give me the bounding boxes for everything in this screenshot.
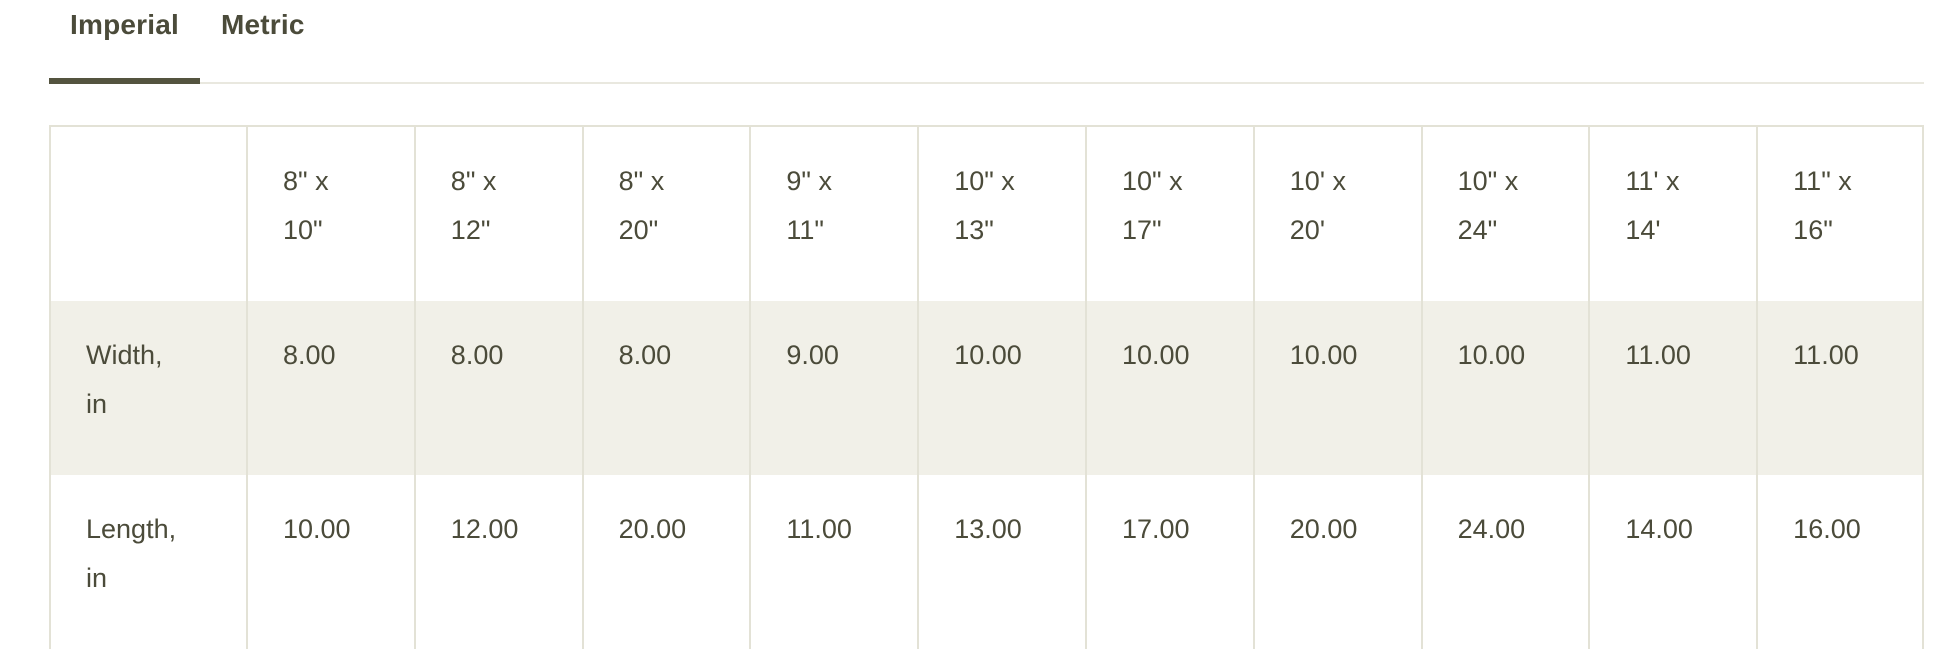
length-row: Length, in 10.00 12.00 20.00 11.00 13.00…: [49, 475, 1924, 649]
cell-value: 11.00: [1793, 340, 1859, 370]
tab-metric-label: Metric: [220, 9, 305, 40]
column-header: 11' x 14': [1588, 127, 1756, 301]
cell-value: 10.00: [283, 514, 351, 544]
cell-value: 20.00: [618, 514, 687, 544]
table-cell: 9.00: [749, 301, 918, 475]
column-header: 8" x 10": [246, 127, 414, 301]
column-header: 11" x 16": [1756, 127, 1924, 301]
column-header-label: 10" x 13": [954, 166, 1015, 245]
cell-value: 13.00: [954, 514, 1022, 544]
column-header-label: 10" x 17": [1121, 166, 1183, 245]
table-cell: 12.00: [413, 475, 582, 649]
table-cell: 10.00: [1084, 301, 1253, 475]
tabs-divider: [49, 82, 1924, 84]
cell-value: 9.00: [786, 340, 839, 370]
tab-imperial-label: Imperial: [70, 9, 179, 40]
cell-value: 10.00: [1457, 340, 1526, 370]
column-header-label: 8" x 12": [450, 166, 497, 245]
table-cell: 8.00: [581, 301, 750, 475]
table-cell: 14.00: [1588, 475, 1756, 649]
table-cell: 10.00: [1252, 301, 1421, 475]
row-label: Width, in: [49, 301, 246, 475]
active-tab-indicator: [49, 78, 200, 84]
row-label-text: Width, in: [86, 340, 163, 419]
table-cell: 24.00: [1420, 475, 1589, 649]
column-header: 10" x 17": [1084, 127, 1253, 301]
tab-imperial[interactable]: Imperial: [49, 0, 200, 84]
column-header: 10' x 20': [1252, 127, 1421, 301]
header-row: 8" x 10" 8" x 12" 8" x 20" 9" x 11" 10" …: [49, 127, 1924, 301]
column-header-label: 11' x 14': [1625, 166, 1680, 245]
tab-metric[interactable]: Metric: [200, 0, 326, 84]
cell-value: 20.00: [1289, 514, 1358, 544]
size-table: 8" x 10" 8" x 12" 8" x 20" 9" x 11" 10" …: [49, 125, 1924, 649]
table-cell: 10.00: [246, 475, 414, 649]
table-cell: 20.00: [581, 475, 750, 649]
units-tabs: Imperial Metric: [49, 0, 1924, 84]
cell-value: 8.00: [283, 340, 336, 370]
column-header-label: 8" x 20": [618, 166, 665, 245]
column-header: 9" x 11": [749, 127, 917, 301]
cell-value: 24.00: [1457, 514, 1526, 544]
column-header: 8" x 20": [581, 127, 750, 301]
column-header-label: 10" x 24": [1457, 166, 1519, 245]
cell-value: 10.00: [1289, 340, 1358, 370]
column-header-label: 9" x 11": [786, 166, 832, 245]
cell-value: 11.00: [1625, 340, 1691, 370]
width-row: Width, in 8.00 8.00 8.00 9.00 10.00 10.0…: [49, 301, 1924, 475]
cell-value: 8.00: [450, 340, 504, 370]
cell-value: 12.00: [450, 514, 519, 544]
cell-value: 17.00: [1121, 514, 1190, 544]
row-label-text: Length, in: [86, 514, 177, 593]
table-cell: 11.00: [1756, 301, 1924, 475]
cell-value: 11.00: [786, 514, 852, 544]
cell-value: 10.00: [954, 340, 1022, 370]
table-cell: 8.00: [413, 301, 582, 475]
table-cell: 11.00: [1588, 301, 1757, 475]
table-cell: 10.00: [1420, 301, 1589, 475]
cell-value: 16.00: [1793, 514, 1861, 544]
table-cell: 20.00: [1252, 475, 1421, 649]
column-header: 10" x 24": [1420, 127, 1589, 301]
table-cell: 17.00: [1084, 475, 1253, 649]
row-label: Length, in: [49, 475, 246, 649]
table-cell: 8.00: [246, 301, 414, 475]
column-header-label: 11" x 16": [1793, 166, 1852, 245]
cell-value: 10.00: [1121, 340, 1190, 370]
column-header: 10" x 13": [917, 127, 1085, 301]
corner-cell: [49, 127, 246, 301]
column-header-label: 10' x 20': [1289, 166, 1346, 245]
table-cell: 11.00: [749, 475, 917, 649]
table-cell: 13.00: [917, 475, 1085, 649]
column-header-label: 8" x 10": [283, 166, 329, 245]
table-cell: 10.00: [917, 301, 1085, 475]
table-cell: 16.00: [1756, 475, 1924, 649]
cell-value: 8.00: [618, 340, 672, 370]
cell-value: 14.00: [1625, 514, 1693, 544]
column-header: 8" x 12": [413, 127, 582, 301]
